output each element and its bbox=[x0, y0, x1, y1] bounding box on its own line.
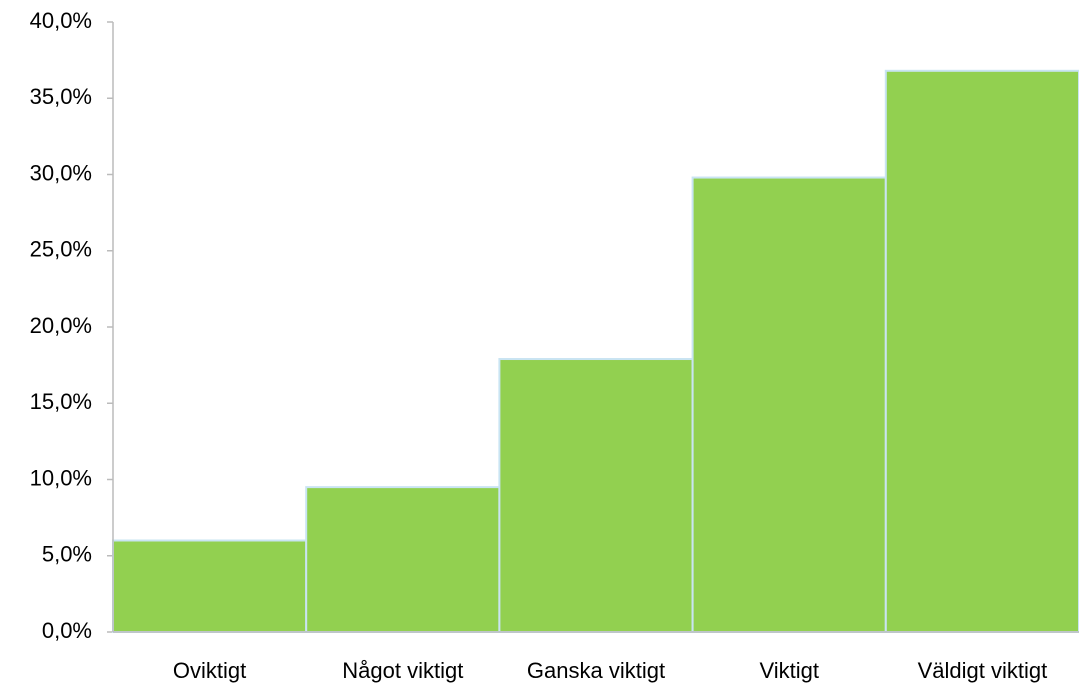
x-tick-label: Viktigt bbox=[759, 658, 819, 683]
x-tick-label: Ganska viktigt bbox=[527, 658, 665, 683]
bar bbox=[498, 358, 694, 633]
y-tick-label: 30,0% bbox=[30, 160, 92, 185]
y-tick-label: 20,0% bbox=[30, 313, 92, 338]
y-tick-label: 40,0% bbox=[30, 8, 92, 33]
bar bbox=[884, 69, 1079, 634]
y-tick-label: 5,0% bbox=[42, 542, 92, 567]
y-tick-label: 0,0% bbox=[42, 618, 92, 643]
y-tick-label: 35,0% bbox=[30, 84, 92, 109]
bar bbox=[305, 486, 501, 633]
y-tick-label: 25,0% bbox=[30, 237, 92, 262]
y-tick-label: 15,0% bbox=[30, 389, 92, 414]
y-tick-label: 10,0% bbox=[30, 465, 92, 490]
bar bbox=[112, 539, 308, 633]
x-tick-label: Oviktigt bbox=[173, 658, 246, 683]
x-tick-label: Väldigt viktigt bbox=[918, 658, 1048, 683]
x-tick-label: Något viktigt bbox=[342, 658, 463, 683]
bar bbox=[691, 176, 887, 634]
